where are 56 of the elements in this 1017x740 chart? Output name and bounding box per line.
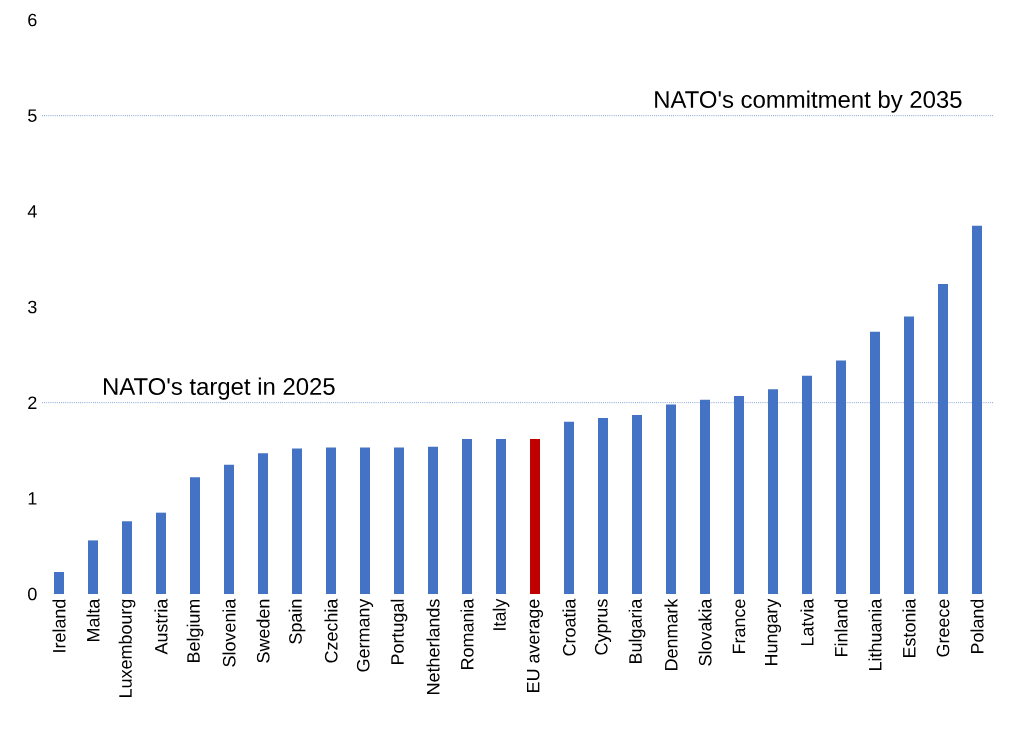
- x-tick-label: Romania: [460, 598, 474, 669]
- bar: [632, 415, 643, 594]
- x-tick-label: Netherlands: [426, 599, 440, 694]
- x-tick-label: Greece: [936, 599, 950, 657]
- bar: [258, 453, 269, 594]
- x-tick-label: Croatia: [562, 598, 576, 656]
- x-tick-label: Portugal: [390, 599, 408, 664]
- x-tick-label: EU average: [526, 599, 544, 692]
- x-tick-label: Ireland: [52, 599, 66, 652]
- bar: [496, 439, 507, 594]
- bar: [326, 447, 337, 594]
- y-tick-label: 5: [28, 109, 37, 122]
- x-tick-label: France: [732, 599, 746, 654]
- y-tick-label: 1: [28, 492, 37, 505]
- y-tick-label: 3: [28, 300, 37, 314]
- x-tick-label: Slovenia: [222, 598, 236, 667]
- x-tick-label: Hungary: [764, 598, 782, 665]
- bar: [122, 521, 133, 594]
- x-tick-label: Bulgaria: [628, 598, 646, 663]
- x-tick-label: Luxembourg: [118, 599, 136, 697]
- bar: [564, 421, 575, 594]
- y-tick-label: 0: [28, 587, 37, 601]
- x-tick-label: Latvia: [800, 598, 814, 646]
- bar: [394, 447, 405, 594]
- x-tick-label: Malta: [86, 598, 100, 642]
- bar: [190, 477, 201, 594]
- bar: [156, 512, 167, 594]
- bar: [530, 439, 541, 594]
- y-tick-label: 4: [27, 205, 37, 218]
- bar: [54, 571, 65, 594]
- x-tick-label: Germany: [356, 598, 374, 672]
- bar: [428, 446, 439, 594]
- bar: [292, 448, 303, 594]
- x-tick-label: Denmark: [664, 598, 678, 670]
- x-tick-label: Finland: [834, 599, 848, 657]
- x-tick-label: Lithuania: [868, 598, 882, 670]
- x-tick-label: Slovakia: [698, 598, 712, 666]
- bar: [462, 439, 473, 594]
- x-tick-label: Estonia: [902, 598, 916, 658]
- x-tick-label: Belgium: [186, 599, 204, 662]
- ref-line-label: NATO's target in 2025: [104, 377, 335, 400]
- x-tick-label: Spain: [288, 599, 306, 644]
- ref-line-label: NATO's commitment by 2035: [655, 90, 962, 113]
- bar: [224, 464, 235, 594]
- y-tick-label: 6: [28, 13, 37, 27]
- x-tick-label: Sweden: [256, 599, 270, 663]
- x-tick-label: Cyprus: [594, 599, 612, 655]
- x-tick-label: Austria: [154, 598, 168, 655]
- bar: [598, 417, 609, 594]
- x-tick-label: Czechia: [324, 598, 338, 663]
- x-tick-label: Italy: [492, 598, 510, 630]
- bar: [360, 447, 371, 594]
- y-tick-label: 2: [28, 396, 37, 409]
- bar: [88, 540, 99, 594]
- bar: [666, 404, 677, 594]
- x-tick-label: Poland: [970, 599, 984, 654]
